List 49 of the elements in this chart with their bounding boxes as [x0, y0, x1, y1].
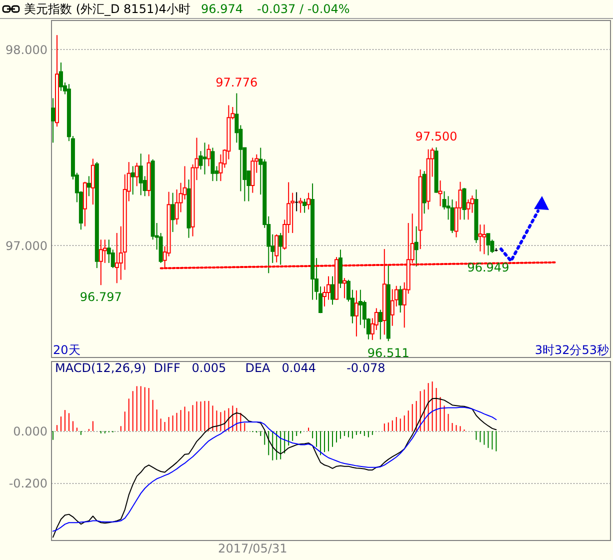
candlestick [462, 187, 466, 220]
annotation: 20天 [53, 343, 80, 357]
candlestick [466, 198, 470, 220]
candlestick [398, 285, 402, 314]
candlestick [450, 198, 454, 234]
candlestick [218, 154, 223, 182]
candlestick [274, 234, 279, 263]
candlestick [90, 158, 95, 206]
candlestick [206, 144, 211, 167]
candlestick [134, 162, 139, 187]
candlestick [330, 276, 334, 306]
candlestick [354, 290, 358, 337]
text: -0.037 / -0.04% [257, 2, 350, 16]
annotation: 96.949 [467, 260, 510, 274]
candlestick [306, 192, 311, 210]
y-tick-label: 98.000 [6, 42, 48, 57]
candlestick [302, 198, 307, 214]
chart-title: 美元指数 (外汇_D 8151)4小时 [24, 2, 190, 16]
candlestick [98, 239, 103, 286]
candlestick [138, 153, 143, 196]
candlestick [482, 224, 486, 255]
candlestick [378, 309, 382, 340]
candlestick [58, 62, 63, 92]
annotation: 97.500 [415, 129, 458, 144]
annotation: 96.511 [367, 346, 410, 360]
annotation: 96.797 [80, 290, 122, 304]
candlestick [210, 147, 215, 182]
candlestick [278, 232, 283, 266]
annotation: 3时32分53秒 [534, 343, 609, 357]
candlestick [298, 197, 303, 214]
candlestick [342, 278, 346, 299]
candlestick [414, 226, 418, 267]
candlestick [478, 224, 482, 252]
candlestick [50, 98, 55, 144]
candlestick [86, 176, 91, 197]
candlestick [438, 180, 442, 207]
y-tick-label: 97.000 [6, 238, 48, 253]
candlestick [486, 233, 490, 256]
candlestick [170, 192, 175, 232]
text: 96.974 [201, 2, 243, 16]
annotation: 97.776 [216, 75, 258, 90]
y-tick-label: 0.000 [13, 424, 48, 439]
chart-title: MACD(12,26,9) DIFF 0.005 DEA 0.044 -0.078 [55, 361, 386, 375]
candlestick [358, 289, 362, 326]
candlestick [130, 166, 135, 196]
candlestick [390, 288, 394, 326]
y-tick-label: -0.200 [8, 476, 48, 490]
candlestick [202, 142, 207, 175]
x-tick-label: 2017/05/31 [218, 542, 288, 556]
